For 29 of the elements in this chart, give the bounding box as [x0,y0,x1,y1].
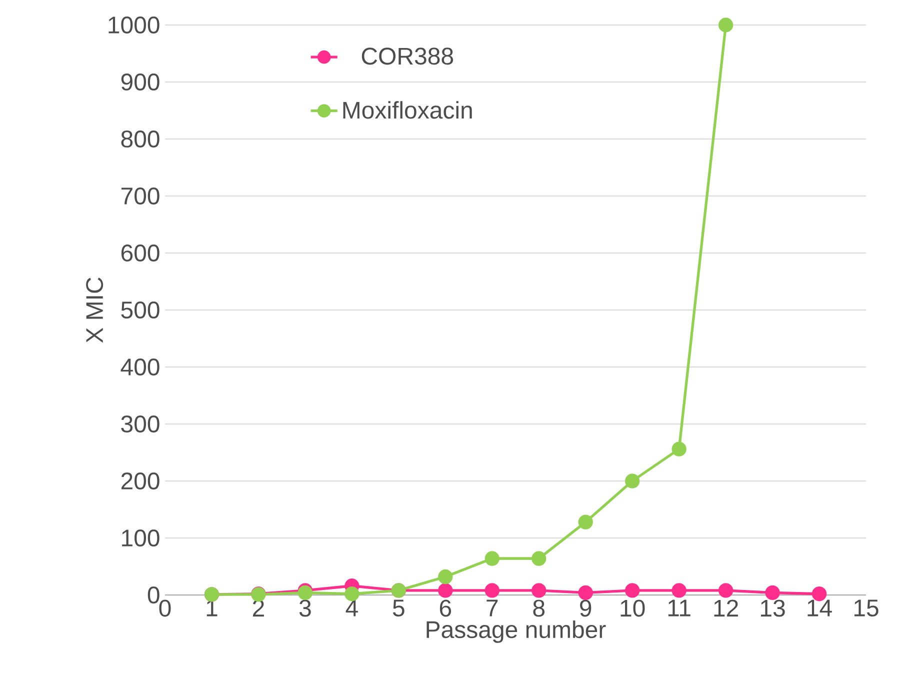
y-tick-label: 600 [121,244,160,262]
x-tick-label: 14 [808,600,832,616]
y-tick-label: 400 [120,358,160,376]
y-tick-label: 300 [121,415,160,432]
x-tick-label: 13 [761,600,785,617]
x-tick-label: 3 [299,600,311,617]
x-tick-label: 11 [668,600,690,616]
x-tick-label: 8 [533,600,545,617]
y-tick-label: 1000 [108,16,160,34]
y-tick-label: 800 [121,130,160,148]
x-tick-label: 7 [486,600,498,616]
x-axis-title: Passage number [426,620,606,643]
x-tick-label: 4 [346,600,358,616]
y-tick-label: 100 [122,529,160,546]
x-tick-label: 9 [580,600,592,617]
x-tick-label: 15 [854,600,878,616]
y-tick-label: 500 [121,301,160,318]
legend-label: Moxifloxacin [343,101,472,119]
x-tick-label: 12 [714,600,738,616]
y-axis-title: X MIC [86,278,104,343]
y-tick-label: 200 [121,472,160,490]
y-tick-label: 700 [121,187,160,204]
legend-label: COR388 [362,48,454,65]
x-tick-label: 10 [620,600,645,617]
x-tick-label: 0 [159,600,171,617]
y-tick-label: 0 [148,586,160,604]
x-tick-label: 5 [392,600,404,616]
x-tick-label: 6 [440,600,452,617]
y-tick-label: 900 [121,73,160,90]
